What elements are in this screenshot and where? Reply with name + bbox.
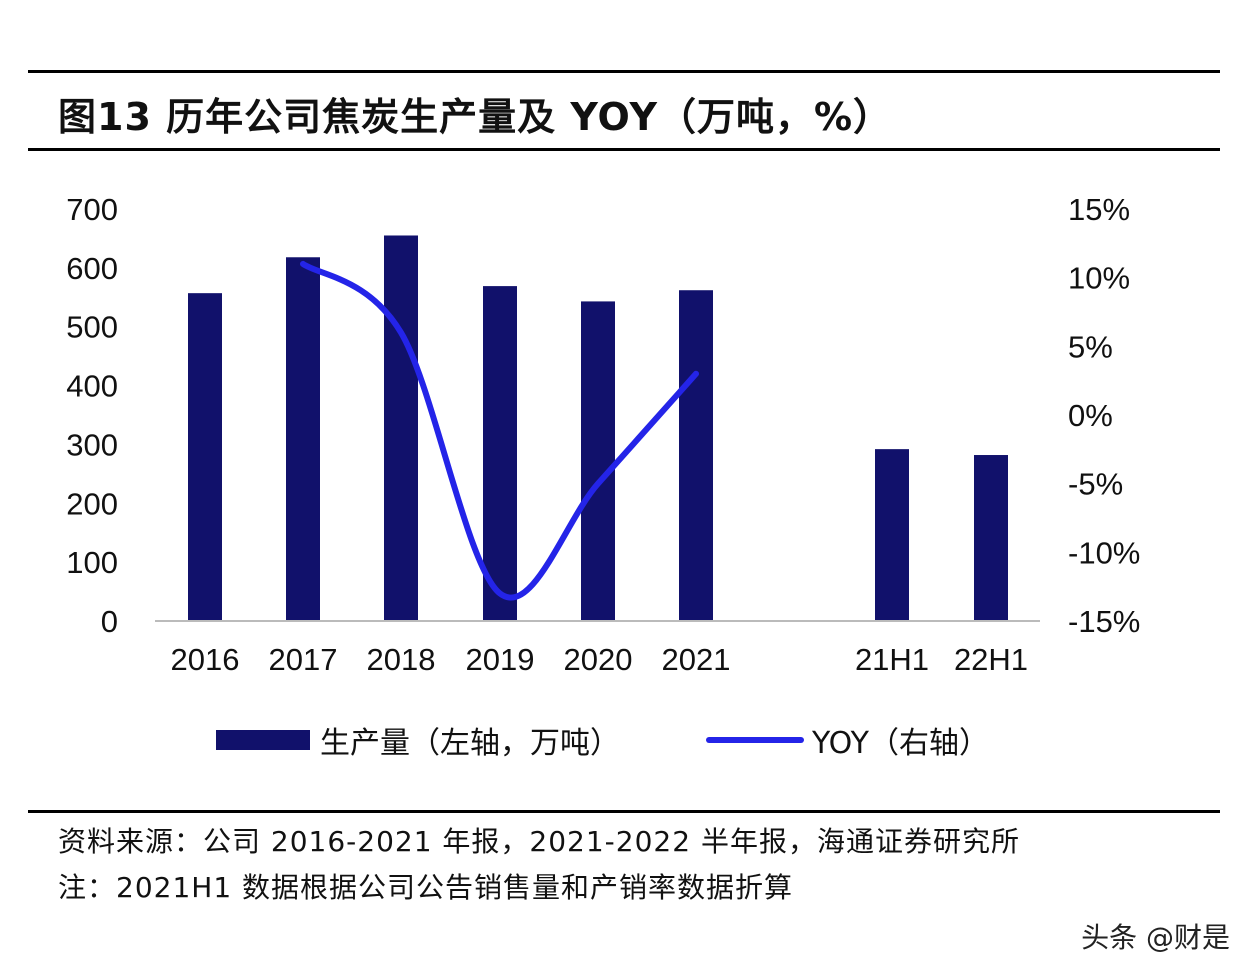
bar-21H1: [875, 449, 909, 621]
source-note: 资料来源：公司 2016-2021 年报，2021-2022 半年报，海通证券研…: [58, 825, 1020, 858]
left-axis-ticks: 0 100 200 300 400 500 600 700: [66, 192, 118, 639]
chart-canvas: 0 100 200 300 400 500 600 700 -15% -10% -5% 0% 5% 10…: [66, 192, 1140, 677]
right-axis-ticks: -15% -10% -5% 0% 5% 10% 15%: [1068, 192, 1140, 639]
x-axis-ticks: 2016 2017 2018 2019 2020 2021 21H1 22H1: [171, 642, 1029, 677]
x-tick-label: 2019: [466, 642, 535, 677]
bar-2016: [188, 293, 222, 621]
source-rule: [28, 810, 1220, 813]
footnote: 注：2021H1 数据根据公司公告销售量和产销率数据折算: [58, 871, 794, 904]
right-tick-label: 0%: [1068, 398, 1113, 433]
title-rule: [28, 148, 1220, 151]
bar-2021: [679, 290, 713, 621]
right-tick-label: -5%: [1068, 467, 1123, 502]
bar-22H1: [974, 455, 1008, 621]
bar-2020: [581, 301, 615, 621]
x-tick-label: 22H1: [954, 642, 1028, 677]
legend-line-label: YOY（右轴）: [812, 726, 989, 761]
left-tick-label: 400: [66, 369, 118, 404]
left-tick-label: 300: [66, 427, 118, 462]
legend-bar-label: 生产量（左轴，万吨）: [320, 726, 620, 761]
left-tick-label: 0: [101, 604, 118, 639]
left-tick-label: 700: [66, 192, 118, 227]
right-tick-label: -10%: [1068, 535, 1140, 570]
yoy-line: [300, 260, 699, 601]
x-tick-label: 2021: [662, 642, 731, 677]
watermark: 头条 @财是: [1081, 921, 1230, 954]
x-tick-label: 2018: [367, 642, 436, 677]
bar-2018: [384, 235, 418, 621]
legend-line-swatch: [706, 737, 804, 743]
chart-title: 图13 历年公司焦炭生产量及 YOY（万吨，%）: [58, 95, 893, 139]
right-tick-label: 15%: [1068, 192, 1130, 227]
top-rule: [28, 70, 1220, 73]
right-tick-label: 5%: [1068, 329, 1113, 364]
left-tick-label: 500: [66, 310, 118, 345]
x-tick-label: 2020: [564, 642, 633, 677]
legend-bar: 生产量（左轴，万吨）: [216, 718, 620, 762]
x-tick-label: 2016: [171, 642, 240, 677]
right-tick-label: 10%: [1068, 261, 1130, 296]
bar-series: [188, 235, 1008, 621]
left-tick-label: 600: [66, 251, 118, 286]
left-tick-label: 200: [66, 486, 118, 521]
x-tick-label: 21H1: [855, 642, 929, 677]
left-tick-label: 100: [66, 545, 118, 580]
right-tick-label: -15%: [1068, 604, 1140, 639]
legend-line: YOY（右轴）: [706, 718, 989, 762]
legend-bar-swatch: [216, 730, 310, 750]
bar-2019: [483, 286, 517, 621]
bar-2017: [286, 257, 320, 621]
x-tick-label: 2017: [269, 642, 338, 677]
